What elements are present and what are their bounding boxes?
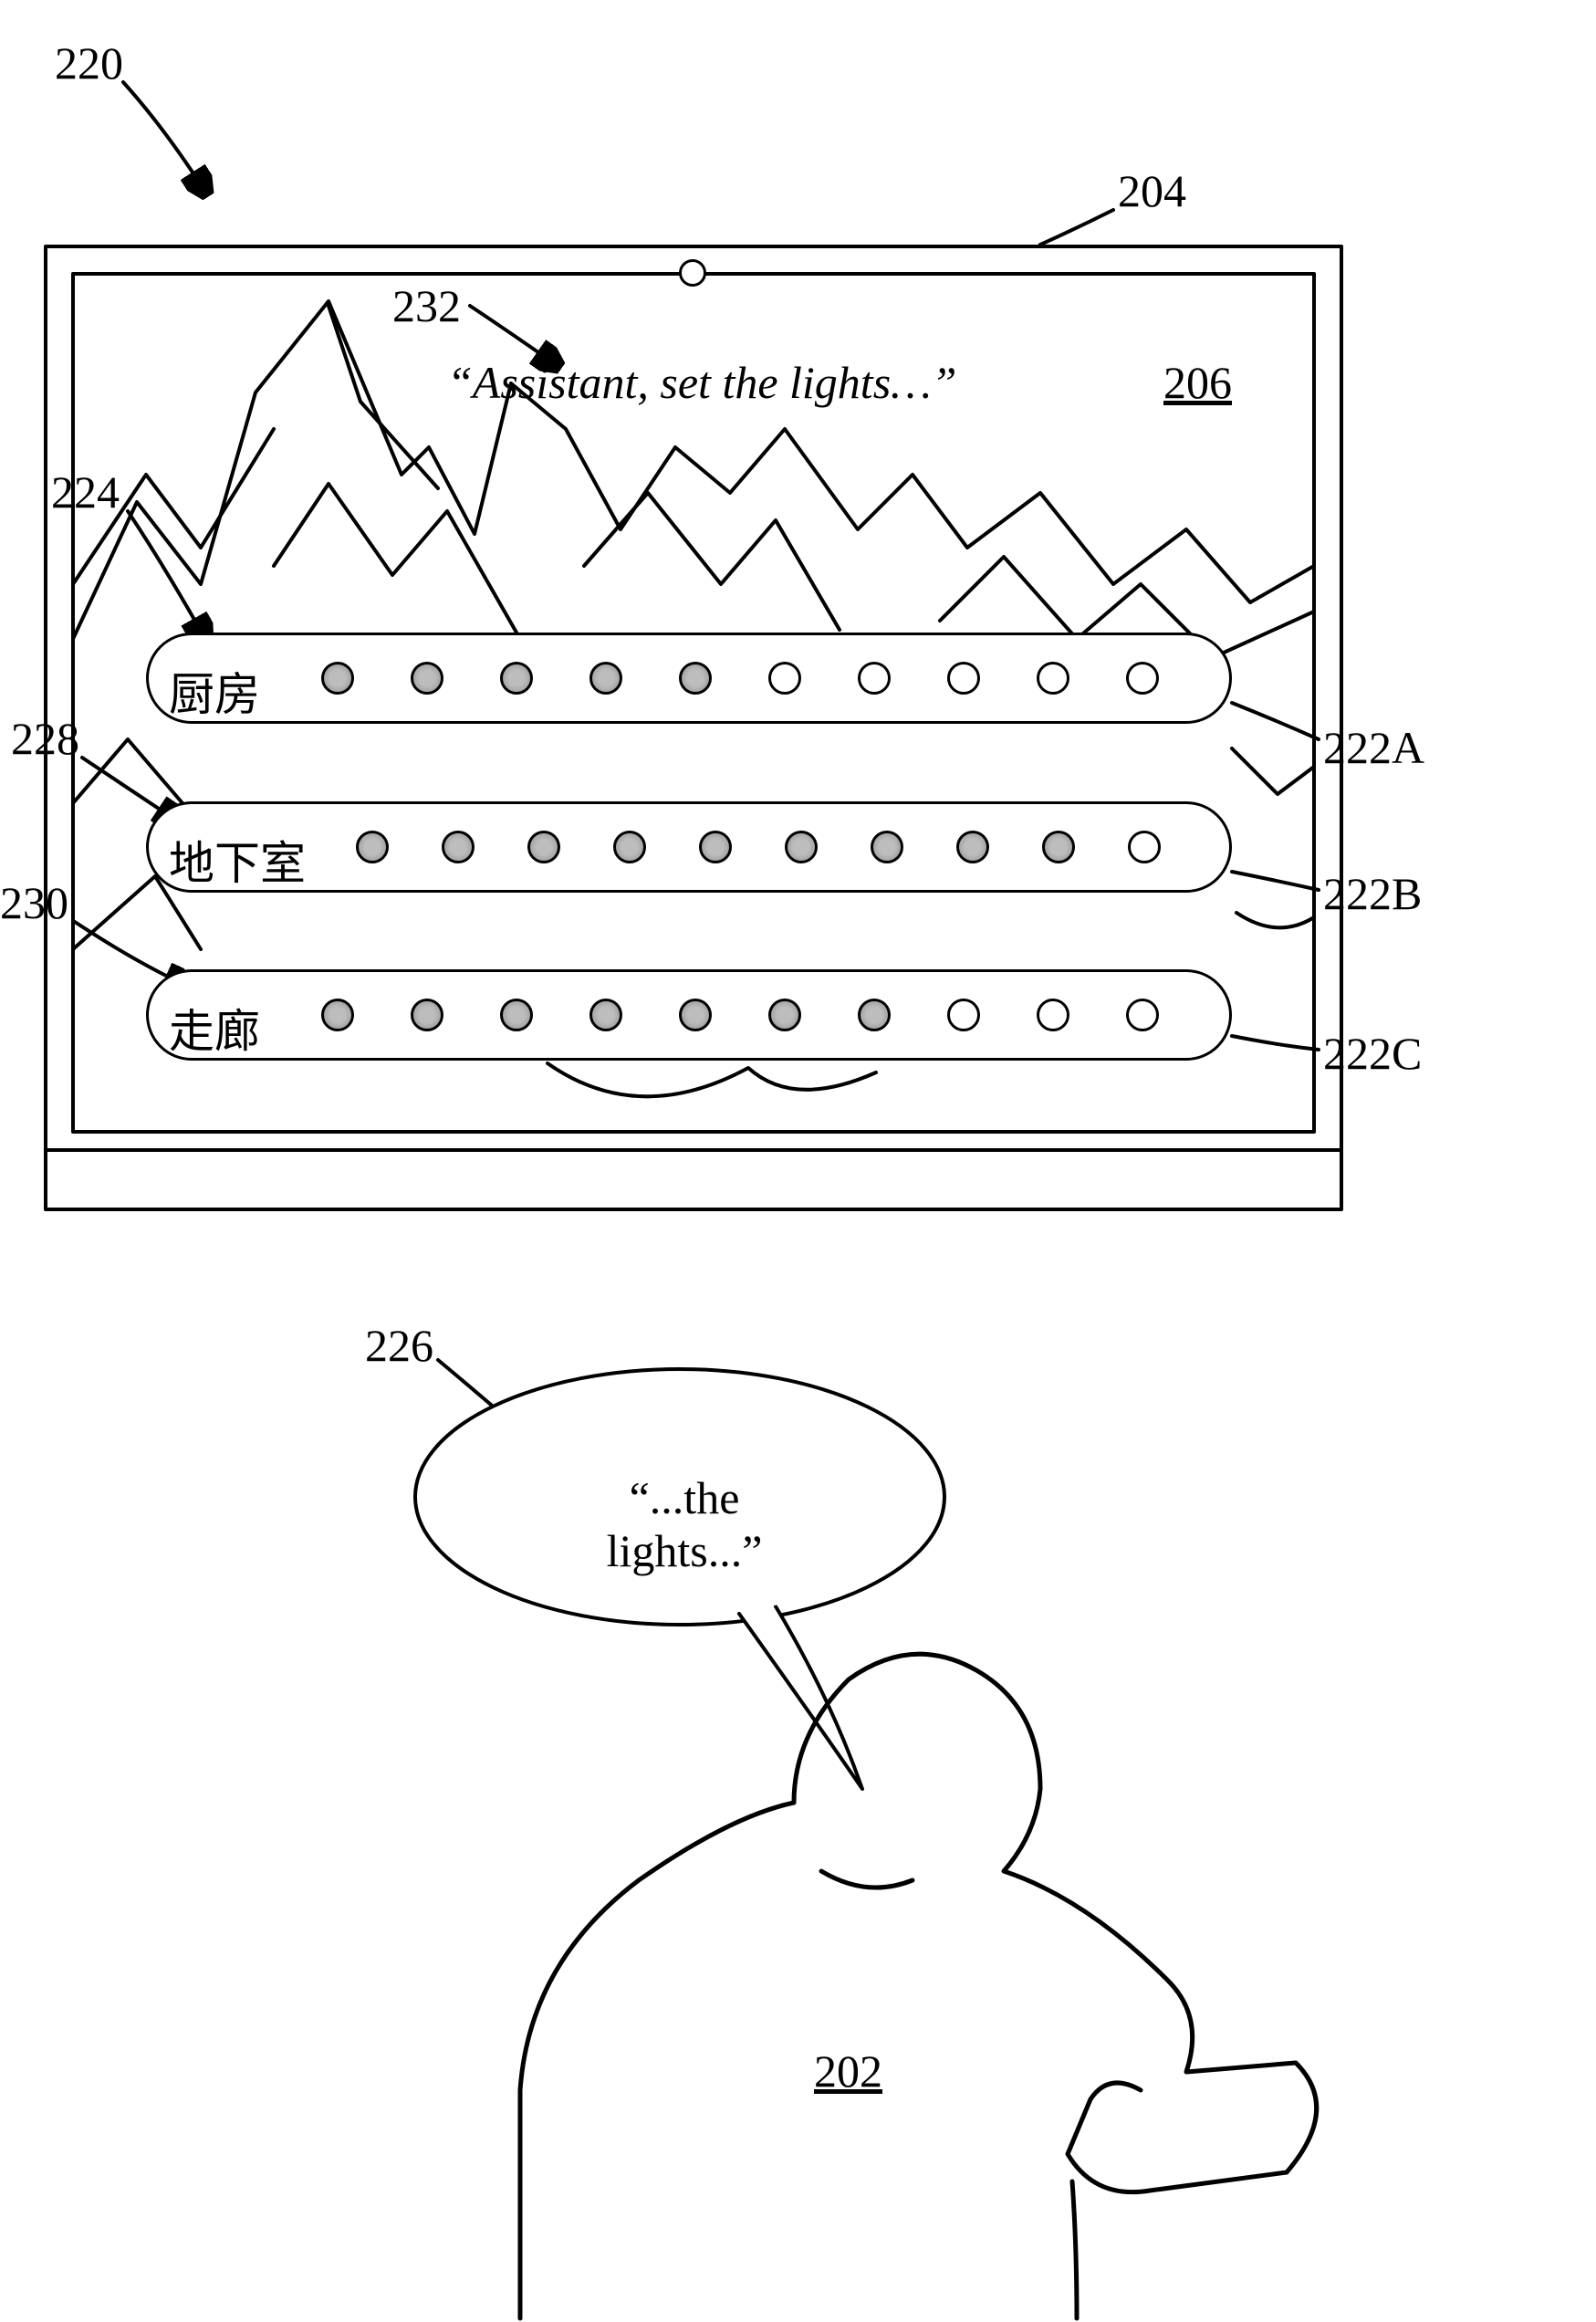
diagram-svg (0, 0, 1596, 2322)
slider-label-sliderB: 地下室 (169, 827, 306, 893)
camera-icon (679, 259, 706, 287)
ref-232: 232 (392, 279, 461, 332)
slider-dot[interactable] (356, 831, 389, 863)
slider-dot[interactable] (500, 662, 533, 695)
slider-label-sliderC: 走廊 (169, 995, 260, 1061)
slider-dot[interactable] (589, 999, 622, 1031)
slider-dot[interactable] (768, 662, 801, 695)
ref-230: 230 (0, 876, 68, 929)
slider-dot[interactable] (679, 999, 712, 1031)
user-speech-text: “...the lights...” (548, 1471, 821, 1577)
slider-label-sliderA: 厨房 (169, 658, 260, 724)
leader-204 (1040, 210, 1113, 245)
slider-dot[interactable] (321, 999, 354, 1031)
slider-dot[interactable] (1126, 999, 1159, 1031)
slider-dot[interactable] (947, 999, 980, 1031)
ref-204: 204 (1118, 164, 1186, 217)
ref-228: 228 (11, 712, 79, 765)
ref-224: 224 (51, 465, 120, 518)
slider-dot[interactable] (699, 831, 732, 863)
ref-220: 220 (55, 37, 123, 89)
ref-222B: 222B (1323, 867, 1422, 920)
slider-dot[interactable] (589, 662, 622, 695)
ref-226: 226 (365, 1319, 433, 1372)
slider-dot[interactable] (1126, 662, 1159, 695)
person-outline (520, 1654, 1317, 2318)
slider-dot[interactable] (500, 999, 533, 1031)
slider-dot[interactable] (411, 999, 443, 1031)
leader-220 (123, 82, 205, 192)
slider-dot[interactable] (858, 662, 891, 695)
slider-dot[interactable] (411, 662, 443, 695)
slider-dot[interactable] (321, 662, 354, 695)
slider-dot[interactable] (1037, 662, 1069, 695)
slider-dot[interactable] (1042, 831, 1075, 863)
slider-dot[interactable] (527, 831, 560, 863)
slider-dot[interactable] (956, 831, 989, 863)
ref-222A: 222A (1323, 721, 1424, 774)
leader-222A (1232, 703, 1319, 739)
slider-dot[interactable] (947, 662, 980, 695)
slider-dot[interactable] (1128, 831, 1161, 863)
slider-dot[interactable] (442, 831, 475, 863)
slider-dot[interactable] (871, 831, 903, 863)
slider-dot[interactable] (679, 662, 712, 695)
ref-206: 206 (1163, 356, 1232, 409)
leader-222C (1232, 1036, 1319, 1050)
ref-222C: 222C (1323, 1027, 1422, 1080)
slider-dot[interactable] (1037, 999, 1069, 1031)
leader-226 (438, 1360, 497, 1410)
assistant-transcript: “Assistant, set the lights…” (447, 356, 956, 409)
leader-222B (1232, 872, 1319, 890)
slider-dot[interactable] (858, 999, 891, 1031)
slider-dot[interactable] (613, 831, 646, 863)
slider-dot[interactable] (785, 831, 818, 863)
ref-202: 202 (814, 2045, 882, 2097)
slider-dot[interactable] (768, 999, 801, 1031)
